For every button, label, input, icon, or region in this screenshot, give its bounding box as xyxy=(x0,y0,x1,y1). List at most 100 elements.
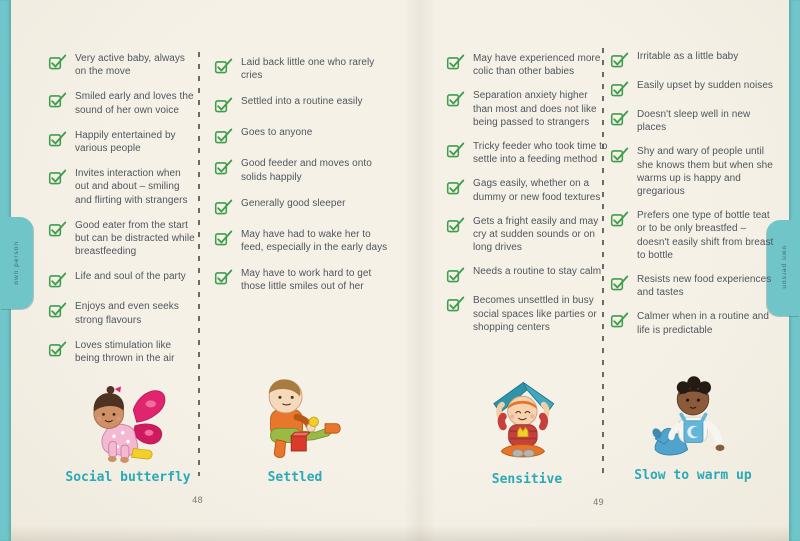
checklist-item-text: Good eater from the start but can be dis… xyxy=(75,219,195,258)
column-title: Sensitive xyxy=(491,472,563,487)
checklist-item: May have to work hard to get those littl… xyxy=(214,267,394,293)
checkbox-checked-icon xyxy=(214,199,233,215)
left-index-tab: own person xyxy=(0,217,33,309)
checkbox-checked-icon xyxy=(610,211,629,227)
checklist-item: Loves stimulation like being thrown in t… xyxy=(48,339,206,365)
checkbox-checked-icon xyxy=(610,312,629,328)
figure-slow-to-warm-up: Slow to warm up xyxy=(606,374,780,483)
column-slow-to-warm-up: Irritable as a little baby Easily upset … xyxy=(610,50,780,337)
column-title: Social butterfly xyxy=(65,470,191,485)
dashed-column-divider xyxy=(602,48,604,476)
page-gutter xyxy=(404,0,436,541)
checklist-item-text: Gags easily, whether on a dummy or new f… xyxy=(473,178,601,203)
checklist-item-text: May have to work hard to get those littl… xyxy=(241,268,372,293)
checkbox-checked-icon xyxy=(446,91,465,107)
checklist-item: May have had to wake her to feed, especi… xyxy=(214,228,394,254)
checklist-item: Prefers one type of bottle teat or to be… xyxy=(610,209,780,262)
checklist-item-text: Settled into a routine easily xyxy=(241,96,363,108)
column-settled: Laid back little one who rarely cries Se… xyxy=(214,56,394,294)
checkbox-checked-icon xyxy=(48,302,67,318)
checklist-item: Smiled early and loves the sound of her … xyxy=(48,90,206,116)
checklist-item-text: Calmer when in a routine and life is pre… xyxy=(637,311,770,336)
checklist-item: Becomes unsettled in busy social spaces … xyxy=(446,294,611,334)
checkbox-checked-icon xyxy=(446,217,465,233)
checklist-item: Separation anxiety higher than most and … xyxy=(446,89,611,129)
checklist-item-text: Shy and wary of people until she knows t… xyxy=(637,146,773,198)
page-bottom-edge xyxy=(11,525,789,541)
checklist-item: Tricky feeder who took time to settle in… xyxy=(446,140,611,166)
checklist-item-text: Doesn't sleep well in new places xyxy=(637,109,751,134)
checklist-item-text: Tricky feeder who took time to settle in… xyxy=(473,141,608,166)
checklist-item-text: Prefers one type of bottle teat or to be… xyxy=(637,210,774,261)
checkbox-checked-icon xyxy=(610,52,629,68)
checklist-item-text: Very active baby, always on the move xyxy=(75,53,185,78)
page-number-left: 48 xyxy=(192,496,203,506)
checkbox-checked-icon xyxy=(214,230,233,246)
checklist-item-text: Loves stimulation like being thrown in t… xyxy=(75,339,175,365)
page-number-right: 49 xyxy=(593,498,604,508)
checklist-item-text: Smiled early and loves the sound of her … xyxy=(75,91,194,116)
checklist-item-text: Becomes unsettled in busy social spaces … xyxy=(473,295,597,333)
checklist-item: Very active baby, always on the move xyxy=(48,52,206,78)
checkbox-checked-icon xyxy=(214,159,233,175)
right-index-tab: own person xyxy=(767,220,800,316)
checklist-item: May have experienced more colic than oth… xyxy=(446,52,611,78)
checklist-item: Easily upset by sudden noises xyxy=(610,79,780,97)
checklist-item: Resists new food experiences and tastes xyxy=(610,273,780,299)
figure-settled: Settled xyxy=(214,372,376,485)
checkbox-checked-icon xyxy=(446,142,465,158)
checklist-item: Enjoys and even seeks strong flavours xyxy=(48,300,206,326)
checkbox-checked-icon xyxy=(446,54,465,70)
checkbox-checked-icon xyxy=(446,296,465,312)
right-tab-label: own person xyxy=(780,246,788,290)
checklist-item-text: Irritable as a little baby xyxy=(637,51,739,62)
checkbox-checked-icon xyxy=(446,267,465,283)
checklist-item: Needs a routine to stay calm xyxy=(446,265,611,283)
checklist-item: Calmer when in a routine and life is pre… xyxy=(610,310,780,336)
checklist-item: Happily entertained by various people xyxy=(48,129,206,155)
sensitive-child-illustration xyxy=(493,381,555,458)
checkbox-checked-icon xyxy=(48,341,67,357)
checklist-item-text: Gets a fright easily and may cry at sudd… xyxy=(473,215,599,254)
slow-to-warm-up-baby-illustration xyxy=(652,376,725,456)
checklist-item: Shy and wary of people until she knows t… xyxy=(610,145,780,198)
checklist-item: Doesn't sleep well in new places xyxy=(610,108,780,134)
checkbox-checked-icon xyxy=(48,169,67,185)
checkbox-checked-icon xyxy=(48,92,67,108)
checkbox-checked-icon xyxy=(610,275,629,291)
column-sensitive: May have experienced more colic than oth… xyxy=(446,52,611,334)
figure-sensitive: Sensitive xyxy=(446,376,608,487)
checklist-item-text: Good feeder and moves onto solids happil… xyxy=(241,158,372,183)
checklist-item-text: May have experienced more colic than oth… xyxy=(473,53,601,78)
checklist-item-text: Needs a routine to stay calm xyxy=(473,266,602,278)
checkbox-checked-icon xyxy=(214,97,233,113)
checklist-item: Irritable as a little baby xyxy=(610,50,780,68)
checklist-item-text: Enjoys and even seeks strong flavours xyxy=(75,301,179,326)
checklist-item-text: Resists new food experiences and tastes xyxy=(637,274,772,299)
settled-toddler-illustration xyxy=(268,379,341,459)
checklist-item-text: Life and soul of the party xyxy=(75,271,186,283)
checklist-item-text: Separation anxiety higher than most and … xyxy=(473,90,597,128)
checklist-item: Settled into a routine easily xyxy=(214,95,394,113)
checklist-item: Good feeder and moves onto solids happil… xyxy=(214,157,394,183)
checklist-item-text: Invites interaction when out and about –… xyxy=(75,168,188,206)
checkbox-checked-icon xyxy=(610,147,629,163)
dashed-column-divider xyxy=(198,52,200,476)
checkbox-checked-icon xyxy=(214,58,233,74)
checklist-item: Good eater from the start but can be dis… xyxy=(48,219,206,259)
checklist-item-text: May have had to wake her to feed, especi… xyxy=(241,228,388,254)
checkbox-checked-icon xyxy=(446,179,465,195)
checklist-item-text: Happily entertained by various people xyxy=(75,129,176,155)
butterfly-baby-illustration xyxy=(93,385,166,463)
checklist-item: Laid back little one who rarely cries xyxy=(214,56,394,82)
column-title: Settled xyxy=(267,470,323,485)
checkbox-checked-icon xyxy=(48,54,67,70)
checklist-item-text: Easily upset by sudden noises xyxy=(637,80,773,91)
checkbox-checked-icon xyxy=(48,272,67,288)
checklist-item: Generally good sleeper xyxy=(214,197,394,215)
checklist-item: Gags easily, whether on a dummy or new f… xyxy=(446,177,611,203)
checklist-item: Gets a fright easily and may cry at sudd… xyxy=(446,215,611,255)
checklist-item: Invites interaction when out and about –… xyxy=(48,167,206,207)
checkbox-checked-icon xyxy=(214,128,233,144)
